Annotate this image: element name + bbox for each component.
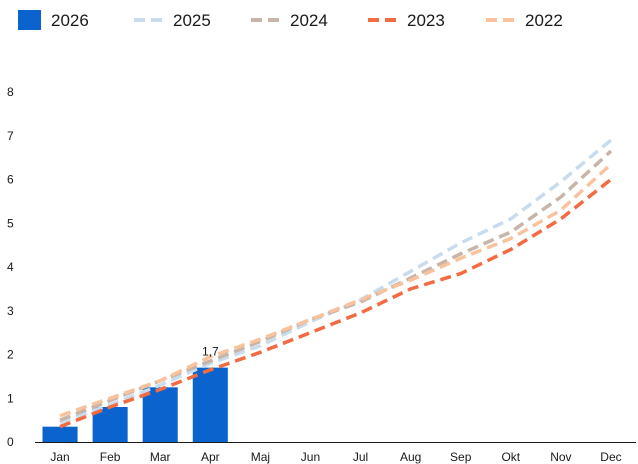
y-tick-label: 6 [7,173,14,187]
x-tick-label-Jul: Jul [353,450,368,464]
legend-item-2025: 2025 [134,11,211,30]
x-tick-label-Mar: Mar [150,450,171,464]
x-tick-label-Feb: Feb [100,450,121,464]
legend-label-2025: 2025 [173,11,211,30]
x-tick-label-Okt: Okt [501,450,520,464]
x-tick-label-Jun: Jun [301,450,320,464]
data-labels: 1,7 [202,345,219,359]
y-tick-label: 2 [7,348,14,362]
y-tick-label: 7 [7,129,14,143]
y-tick-label: 5 [7,216,14,230]
bar-series [42,367,228,442]
bar-Mar [142,387,178,442]
bar-Apr [192,367,228,442]
x-axis: Jan Feb Mar Apr Maj Jun Jul Aug Sep Okt Nov Dec [50,450,621,464]
legend-swatch-2026 [18,10,41,30]
bar-Jan [42,426,78,442]
legend-item-2023: 2023 [368,11,445,30]
legend-item-2022: 2022 [486,11,563,30]
x-tick-label-Maj: Maj [251,450,270,464]
y-tick-label: 4 [7,260,14,274]
legend-label-2024: 2024 [290,11,328,30]
legend-label-2026: 2026 [51,11,89,30]
line-series-2022 [59,162,613,418]
x-tick-label-Aug: Aug [400,450,421,464]
x-tick-label-Sep: Sep [450,450,472,464]
data-label-Apr: 1,7 [202,345,219,359]
y-tick-label: 1 [7,391,14,405]
x-tick-label-Dec: Dec [600,450,621,464]
line-series-group [59,138,613,429]
y-tick-label: 0 [7,435,14,449]
x-tick-label-Apr: Apr [201,450,220,464]
y-axis: 0 1 2 3 4 5 6 7 8 [7,85,14,449]
y-tick-label: 3 [7,304,14,318]
x-tick-label-Jan: Jan [50,450,69,464]
legend-label-2022: 2022 [525,11,563,30]
legend-item-2026: 2026 [18,10,89,30]
legend-item-2024: 2024 [251,11,328,30]
legend: 2026 2025 2024 2023 2022 [18,10,563,30]
line-series-2025 [59,138,613,424]
line-series-2023 [59,178,613,429]
line-series-2024 [59,149,613,422]
x-tick-label-Nov: Nov [550,450,571,464]
legend-label-2023: 2023 [407,11,445,30]
y-tick-label: 8 [7,85,14,99]
